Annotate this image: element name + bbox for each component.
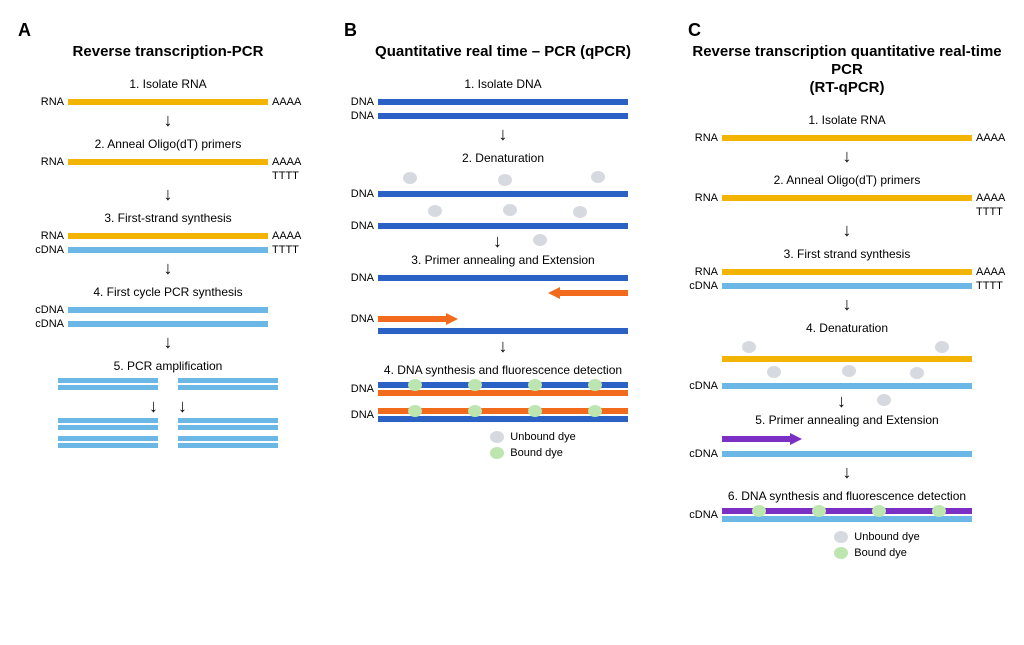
bound-dye-dot bbox=[528, 405, 542, 417]
unbound-dye-dot bbox=[842, 365, 856, 377]
denaturation-b bbox=[336, 170, 670, 186]
unbound-dye-dot bbox=[503, 204, 517, 216]
step-a2: 2. Anneal Oligo(dT) primers bbox=[95, 137, 242, 151]
legend-bound: Bound dye bbox=[510, 447, 563, 459]
step-b4: 4. DNA synthesis and fluorescence detect… bbox=[384, 363, 622, 377]
step-c5: 5. Primer annealing and Extension bbox=[755, 413, 938, 427]
bound-dye-dot bbox=[752, 505, 766, 517]
primer-arrow-right-icon bbox=[378, 313, 458, 325]
unbound-dye-icon bbox=[490, 431, 504, 443]
arrow-down-icon: ↓ bbox=[164, 111, 173, 129]
lbl-rna: RNA bbox=[26, 96, 68, 108]
bound-dye-dot bbox=[812, 505, 826, 517]
tttt-row: TTTT bbox=[10, 170, 326, 182]
step-b3: 3. Primer annealing and Extension bbox=[411, 253, 594, 267]
bound-dye-dot bbox=[932, 505, 946, 517]
bound-dye-icon bbox=[834, 547, 848, 559]
arrow-down-icon: ↓ bbox=[164, 259, 173, 277]
bound-dye-dot bbox=[468, 405, 482, 417]
unbound-dye-dot bbox=[877, 394, 891, 406]
panel-b-letter: B bbox=[344, 20, 357, 41]
strand-rna-1: RNA AAAA bbox=[10, 96, 326, 108]
step-b2: 2. Denaturation bbox=[462, 151, 544, 165]
panel-c-letter: C bbox=[688, 20, 701, 41]
bound-dye-dot bbox=[468, 379, 482, 391]
arrow-down-icon: ↓ bbox=[164, 185, 173, 203]
step-c6: 6. DNA synthesis and fluorescence detect… bbox=[728, 489, 966, 503]
bound-dye-dot bbox=[588, 405, 602, 417]
strand-rna-2: RNA AAAA bbox=[10, 156, 326, 168]
legend-unbound: Unbound dye bbox=[510, 431, 575, 443]
step-a4: 4. First cycle PCR synthesis bbox=[93, 285, 242, 299]
step-a3: 3. First-strand synthesis bbox=[104, 211, 231, 225]
bound-dye-dot bbox=[408, 405, 422, 417]
step-a1: 1. Isolate RNA bbox=[129, 77, 206, 91]
legend-b: Unbound dye Bound dye bbox=[490, 431, 575, 459]
unbound-dye-dot bbox=[591, 171, 605, 183]
amplification-pair-2 bbox=[58, 417, 278, 449]
primer-arrow-left-icon bbox=[548, 287, 628, 299]
panel-c: C Reverse transcription quantitative rea… bbox=[680, 20, 1014, 559]
unbound-dye-dot bbox=[910, 367, 924, 379]
bound-dye-dot bbox=[528, 379, 542, 391]
unbound-dye-dot bbox=[403, 172, 417, 184]
panel-a: A Reverse transcription-PCR 1. Isolate R… bbox=[10, 20, 326, 559]
bar-rna bbox=[68, 99, 268, 105]
step-c2: 2. Anneal Oligo(dT) primers bbox=[774, 173, 921, 187]
step-c1: 1. Isolate RNA bbox=[808, 113, 885, 127]
bound-dye-dot bbox=[588, 379, 602, 391]
unbound-dye-dot bbox=[428, 205, 442, 217]
lbl-aaaa: AAAA bbox=[268, 96, 310, 108]
panel-a-title: Reverse transcription-PCR bbox=[73, 43, 264, 61]
unbound-dye-icon bbox=[834, 531, 848, 543]
unbound-dye-dot bbox=[533, 234, 547, 246]
step-b1: 1. Isolate DNA bbox=[464, 77, 541, 91]
unbound-dye-dot bbox=[935, 341, 949, 353]
panel-c-title: Reverse transcription quantitative real-… bbox=[680, 43, 1014, 97]
arrow-down-icon: ↓ bbox=[164, 333, 173, 351]
step-c3: 3. First strand synthesis bbox=[784, 247, 911, 261]
amplification-pair-1 bbox=[58, 377, 278, 391]
bound-dye-dot bbox=[408, 379, 422, 391]
legend-unbound: Unbound dye bbox=[854, 531, 919, 543]
legend-bound: Bound dye bbox=[854, 547, 907, 559]
bound-dye-dot bbox=[872, 505, 886, 517]
unbound-dye-dot bbox=[498, 174, 512, 186]
bound-dye-icon bbox=[490, 447, 504, 459]
legend-c: Unbound dye Bound dye bbox=[834, 531, 919, 559]
step-a5: 5. PCR amplification bbox=[114, 359, 223, 373]
panel-b: B Quantitative real time – PCR (qPCR) 1.… bbox=[336, 20, 670, 559]
unbound-dye-dot bbox=[742, 341, 756, 353]
panel-a-letter: A bbox=[18, 20, 31, 41]
unbound-dye-dot bbox=[767, 366, 781, 378]
unbound-dye-dot bbox=[573, 206, 587, 218]
panel-b-title: Quantitative real time – PCR (qPCR) bbox=[375, 43, 631, 61]
primer-arrow-right-icon bbox=[722, 433, 802, 445]
figure-root: A Reverse transcription-PCR 1. Isolate R… bbox=[10, 20, 1014, 559]
step-c4: 4. Denaturation bbox=[806, 321, 888, 335]
